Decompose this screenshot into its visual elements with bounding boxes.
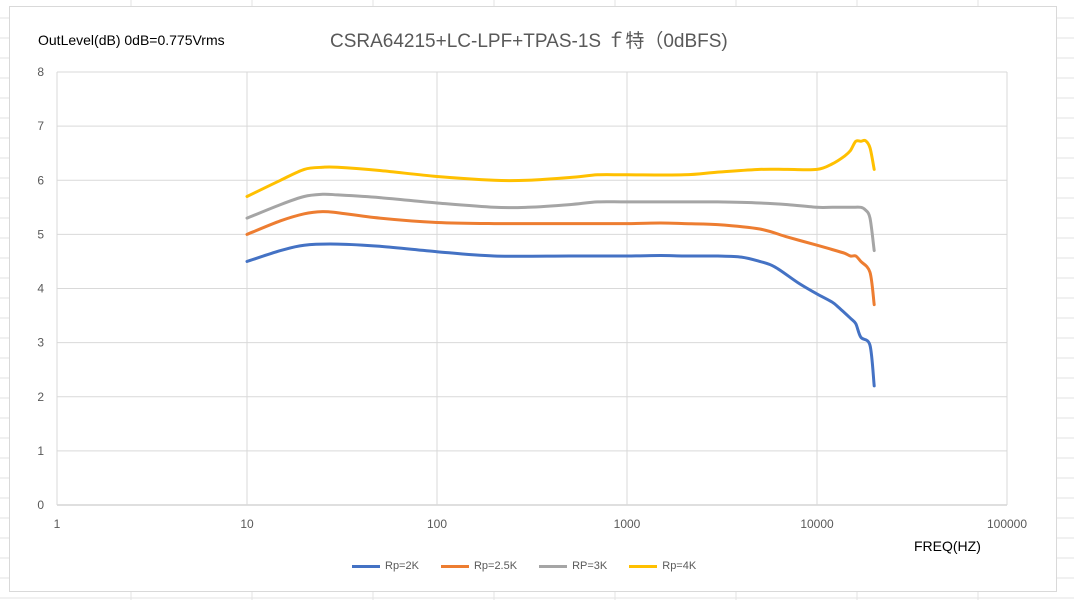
legend-swatch <box>440 564 469 568</box>
series-line-2[interactable] <box>245 210 876 307</box>
y-tick-label: 1 <box>37 444 44 458</box>
legend-swatch <box>539 564 568 568</box>
legend-item[interactable]: Rp=2K <box>352 560 419 572</box>
series-line-3[interactable] <box>245 192 876 253</box>
legend-label: Rp=2K <box>385 560 419 572</box>
x-tick-label: 1000 <box>614 517 641 531</box>
y-tick-label: 3 <box>37 336 44 350</box>
y-tick-label: 5 <box>37 227 44 241</box>
x-tick-label: 10000 <box>800 517 834 531</box>
x-tick-label: 100000 <box>987 517 1027 531</box>
y-tick-label: 4 <box>37 282 44 296</box>
y-tick-label: 2 <box>37 390 44 404</box>
x-tick-label: 1 <box>54 517 61 531</box>
chart-title: CSRA64215+LC-LPF+TPAS-1S ｆ特（0dBFS) <box>330 31 728 52</box>
x-axis-title: FREQ(HZ) <box>914 538 981 554</box>
x-tick-label: 100 <box>427 517 447 531</box>
series-line-4[interactable] <box>245 138 876 198</box>
y-tick-label: 6 <box>37 173 44 187</box>
legend-item[interactable]: Rp=2.5K <box>440 560 518 572</box>
chart-area[interactable] <box>9 6 1057 592</box>
legend-item[interactable]: RP=3K <box>539 560 607 572</box>
legend: Rp=2K Rp=2.5K RP=3K Rp=4K <box>352 560 718 572</box>
x-tick-label: 10 <box>240 517 254 531</box>
series-line-1[interactable] <box>245 242 876 388</box>
legend-label: Rp=4K <box>662 560 697 572</box>
y-tick-label: 7 <box>37 119 44 133</box>
legend-label: Rp=2.5K <box>473 560 518 572</box>
y-tick-label: 8 <box>37 65 44 79</box>
y-tick-label: 0 <box>37 498 44 512</box>
legend-item[interactable]: Rp=4K <box>629 560 696 572</box>
legend-swatch <box>629 564 658 568</box>
legend-swatch <box>352 564 380 568</box>
y-axis-title: OutLevel(dB) 0dB=0.775Vrms <box>38 32 225 48</box>
legend-label: RP=3K <box>572 560 608 572</box>
